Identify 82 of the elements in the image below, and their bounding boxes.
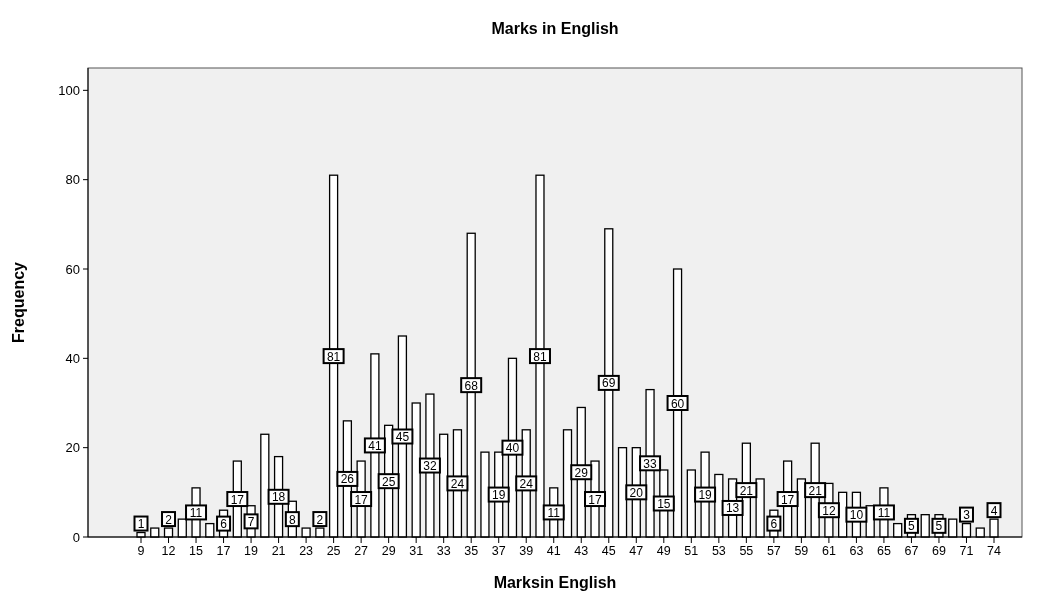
- data-label: 17: [354, 492, 369, 507]
- data-label: 1: [137, 517, 145, 532]
- x-tick-label: 15: [189, 544, 204, 558]
- data-label: 21: [739, 483, 754, 498]
- x-tick-label: 55: [739, 544, 754, 558]
- y-tick-label: 80: [65, 172, 80, 188]
- data-label: 13: [725, 501, 740, 516]
- x-tick-label: 31: [409, 544, 424, 558]
- data-label: 21: [808, 483, 823, 498]
- data-label: 17: [230, 492, 245, 507]
- y-tick-label: 0: [72, 529, 80, 545]
- data-label: 24: [519, 476, 534, 491]
- data-label: 6: [220, 517, 228, 532]
- x-tick-label: 41: [546, 544, 561, 558]
- x-tick-label: 45: [601, 544, 616, 558]
- data-label: 10: [849, 508, 864, 523]
- x-tick-label: 74: [987, 544, 1001, 558]
- x-tick-label: 37: [491, 544, 506, 558]
- data-label: 6: [770, 517, 778, 532]
- y-tick-label: 100: [58, 82, 80, 98]
- data-label: 81: [533, 349, 547, 364]
- x-tick-label: 33: [436, 544, 451, 558]
- x-tick-label: 69: [932, 544, 946, 558]
- y-tick-label: 60: [65, 261, 80, 277]
- data-label: 2: [316, 512, 324, 527]
- x-tick-label: 49: [656, 544, 671, 558]
- x-tick-label: 65: [876, 544, 891, 558]
- x-tick-label: 53: [711, 544, 726, 558]
- data-label: 17: [588, 492, 603, 507]
- data-label: 26: [340, 472, 355, 487]
- data-label: 24: [450, 476, 465, 491]
- data-label: 11: [189, 505, 203, 520]
- x-tick-label: 39: [519, 544, 534, 558]
- x-tick-label: 25: [326, 544, 341, 558]
- x-tick-label: 23: [299, 544, 314, 558]
- data-label: 25: [381, 474, 396, 489]
- data-label: 12: [822, 503, 836, 518]
- x-tick-label: 27: [354, 544, 369, 558]
- data-label: 20: [629, 485, 644, 500]
- data-label: 19: [492, 488, 506, 503]
- x-tick-label: 71: [959, 544, 974, 558]
- data-label: 11: [877, 505, 891, 520]
- data-label: 33: [643, 456, 658, 471]
- x-tick-label: 17: [216, 544, 231, 558]
- y-tick-label: 20: [65, 440, 80, 456]
- data-label: 19: [698, 488, 713, 503]
- x-axis-title: Marksin English: [493, 574, 617, 591]
- data-label: 18: [271, 490, 286, 505]
- data-label: 45: [395, 430, 410, 444]
- x-tick-label: 47: [629, 544, 644, 558]
- x-tick-label: 51: [684, 544, 699, 558]
- data-label: 4: [990, 503, 998, 518]
- x-tick-label: 57: [766, 544, 781, 558]
- data-label: 40: [505, 441, 520, 456]
- data-label: 32: [423, 459, 437, 474]
- data-label: 8: [288, 512, 296, 527]
- x-tick-label: 43: [574, 544, 589, 558]
- x-tick-label: 21: [271, 544, 286, 558]
- data-label: 69: [602, 376, 616, 391]
- y-axis-title: Frequency: [10, 261, 27, 343]
- x-tick-label: 19: [244, 544, 259, 558]
- x-tick-label: 9: [137, 544, 145, 558]
- x-tick-label: 29: [381, 544, 396, 558]
- data-label: 81: [326, 349, 341, 364]
- data-label: 3: [963, 508, 971, 523]
- chart-title: Marks in English: [491, 20, 619, 37]
- data-label: 7: [247, 514, 255, 529]
- x-tick-label: 67: [904, 544, 919, 558]
- x-tick-label: 35: [464, 544, 479, 558]
- data-label: 68: [464, 378, 479, 393]
- x-tick-label: 63: [849, 544, 864, 558]
- data-label: 2: [165, 512, 173, 527]
- data-label: 29: [574, 465, 589, 480]
- data-label: 41: [368, 438, 382, 453]
- data-label: 17: [780, 492, 795, 507]
- data-label: 11: [547, 505, 561, 520]
- y-tick-label: 40: [65, 350, 80, 366]
- x-tick-label: 61: [821, 544, 836, 558]
- data-label: 60: [670, 396, 685, 411]
- data-label: 15: [657, 497, 671, 511]
- x-tick-label: 59: [794, 544, 809, 558]
- x-tick-label: 12: [161, 544, 176, 558]
